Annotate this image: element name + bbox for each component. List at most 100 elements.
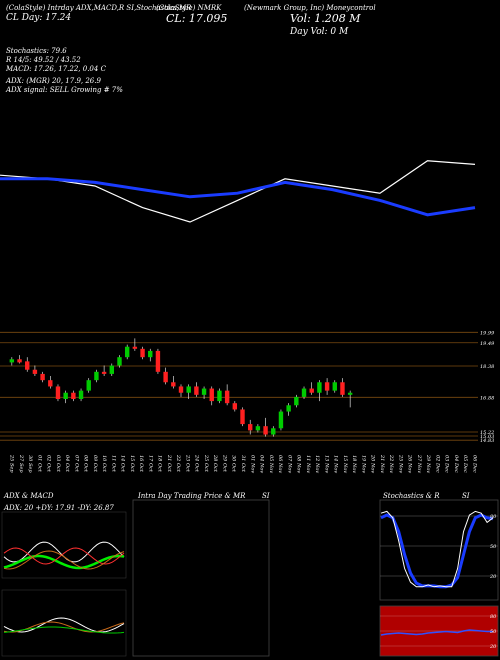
date-tick-label: 06 Dec — [471, 455, 477, 473]
stoch-level-20: 20 — [489, 574, 497, 580]
date-tick-label: 03 Oct — [55, 455, 61, 473]
moving-average-line — [0, 177, 476, 217]
candle-body — [55, 386, 61, 399]
date-tick-label: 02 Oct — [46, 455, 52, 473]
date-tick-label: 20 Nov — [370, 454, 376, 473]
candle-body — [117, 357, 122, 366]
price-grid — [0, 331, 478, 441]
candle-body — [194, 386, 199, 395]
candle-body — [140, 348, 145, 358]
candle-body — [40, 373, 45, 381]
plus-di-line — [3, 554, 125, 570]
close-price-day: CL Day: 17.24 — [6, 13, 72, 23]
date-tick-label: 25 Sep — [9, 454, 15, 473]
date-tick-label: 15 Oct — [129, 455, 135, 473]
date-tick-label: 24 Oct — [194, 454, 200, 473]
date-tick-label: 26 Nov — [407, 454, 413, 473]
stoch-k-line — [380, 510, 494, 588]
candle-body — [71, 392, 76, 399]
candle-body — [248, 424, 253, 431]
adx-panel-frame — [1, 511, 127, 579]
date-tick-label: 07 Nov — [286, 455, 292, 473]
candle-body — [217, 390, 222, 402]
date-tick-label: 17 Oct — [147, 455, 153, 473]
candle-body — [186, 386, 191, 393]
date-tick-label: 10 Oct — [101, 455, 107, 473]
date-tick-label: 14 Nov — [333, 455, 339, 473]
candle-body — [25, 361, 30, 370]
adx-readout: ADX: (MGR) 20, 17.9, 26.9 — [6, 77, 101, 85]
price-tick-label: 14.83 — [480, 438, 494, 444]
candle-body — [132, 346, 138, 349]
candle-body — [209, 388, 214, 402]
candle-body — [9, 359, 15, 363]
adx-panel-title: ADX & MACD — [4, 492, 54, 500]
close-price: CL: 17.095 — [166, 12, 228, 25]
price-tick-label: 16.88 — [480, 395, 494, 401]
candle-body — [240, 409, 245, 425]
adx-signal-line — [3, 550, 125, 570]
candle-body — [78, 390, 84, 399]
left-title: (ColaStyle) Intrday ADX,MACD,R SI,Stocha… — [6, 4, 192, 12]
date-tick-label: 27 Sep — [18, 454, 24, 473]
date-tick-label: 08 Nov — [296, 455, 302, 473]
price-tick-label: 18.38 — [480, 364, 494, 370]
candle-body — [340, 382, 345, 395]
adx-signal: ADX signal: SELL Growing # 7% — [6, 86, 123, 94]
date-tick-label: 03 Dec — [444, 455, 450, 473]
date-tick-label: 06 Nov — [277, 455, 283, 473]
candle-body — [301, 388, 307, 397]
candle-body — [32, 369, 38, 374]
date-tick-label: 21 Oct — [166, 454, 172, 473]
date-tick-label: 11 Nov — [305, 455, 311, 473]
date-tick-label: 23 Oct — [184, 454, 190, 473]
candle-body — [163, 371, 168, 383]
rsi-readout: R 14/5: 49.52 / 43.52 — [6, 56, 81, 64]
candle-body — [263, 426, 268, 435]
date-tick-label: 19 Nov — [360, 455, 366, 473]
overview-chart — [0, 160, 476, 223]
candle-body — [286, 405, 291, 412]
stoch-level-80: 80 — [490, 514, 497, 520]
candle-body — [255, 426, 261, 431]
candle-body — [224, 390, 230, 404]
date-tick-label: 18 Nov — [351, 455, 357, 473]
intraday-panel-si: SI — [262, 492, 270, 500]
candle-body — [63, 392, 68, 399]
candle-body — [109, 365, 114, 374]
rsi-level-80: 80 — [490, 614, 497, 620]
candle-body — [347, 392, 353, 395]
stoch-panel-si: SI — [462, 492, 470, 500]
price-tick-label: 19.99 — [480, 330, 495, 336]
macd-panel-frame — [1, 589, 127, 657]
date-tick-label: 31 Oct — [240, 455, 246, 473]
macd-readout: MACD: 17.26, 17.22, 0.04 C — [6, 65, 106, 73]
candle-body — [86, 380, 91, 391]
intraday-panel-title: Intra Day Trading Price & MR — [138, 492, 246, 500]
candle-body — [271, 428, 276, 435]
date-tick-label: 28 Oct — [212, 454, 218, 473]
candle-body — [278, 411, 284, 429]
rsi-level-50: 50 — [490, 629, 497, 635]
date-tick-label: 09 Oct — [92, 455, 98, 473]
candle-body — [201, 388, 207, 395]
date-tick-label: 29 Oct — [221, 454, 227, 473]
price-tick-label: 19.49 — [480, 341, 495, 347]
candle-body — [101, 371, 107, 374]
candle-body — [294, 396, 299, 406]
date-axis: 25 Sep 27 Sep 30 Sep 01 Oct 02 Oct 03 Oct 04 O… — [9, 454, 478, 473]
candle-body — [171, 382, 176, 387]
date-tick-label: 08 Oct — [83, 455, 89, 473]
rsi-level-20: 20 — [489, 644, 497, 650]
date-tick-label: 21 Nov — [379, 454, 385, 473]
candle-body — [309, 388, 314, 393]
date-tick-label: 18 Oct — [157, 455, 163, 473]
date-tick-label: 30 Sep — [27, 455, 33, 473]
intraday-panel-frame — [132, 499, 270, 657]
date-tick-label: 30 Oct — [231, 455, 237, 473]
date-tick-label: 27 Nov — [416, 454, 422, 473]
adx-panel-values: ADX: 20 +DY: 17.91 -DY: 26.87 — [4, 504, 114, 512]
